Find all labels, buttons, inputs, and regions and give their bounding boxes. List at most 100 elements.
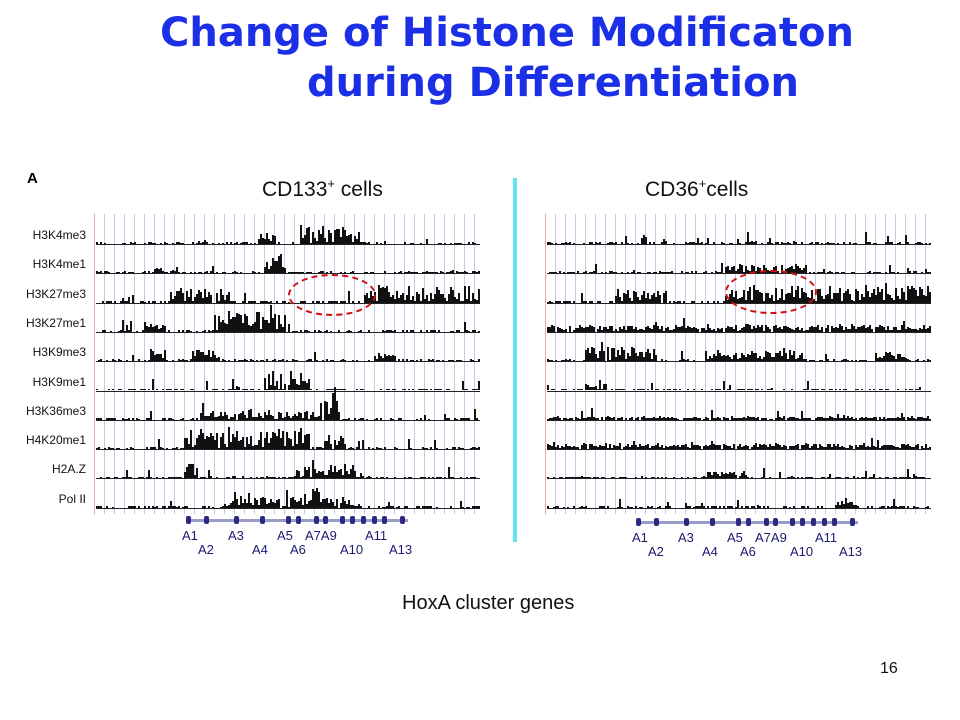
signal-bar — [907, 359, 909, 362]
signal-bar — [206, 416, 208, 420]
signal-bar — [761, 325, 763, 332]
track-baseline — [96, 361, 480, 363]
signal-bar — [304, 494, 306, 508]
signal-bar — [242, 322, 244, 332]
signal-bar — [835, 417, 837, 420]
signal-bar — [254, 242, 256, 244]
signal-bar — [312, 460, 314, 479]
signal-bar — [454, 242, 456, 244]
signal-bar — [172, 506, 174, 508]
signal-bar — [857, 447, 859, 450]
track-baseline — [96, 331, 480, 333]
signal-bar — [605, 417, 607, 420]
signal-bar — [342, 475, 344, 479]
signal-bar — [212, 330, 214, 332]
signal-bar — [861, 389, 863, 391]
signal-bar — [258, 389, 260, 391]
signal-bar — [831, 325, 833, 332]
signal-bar — [474, 447, 476, 450]
signal-bar — [226, 446, 228, 450]
signal-bar — [300, 476, 302, 479]
signal-bar — [378, 506, 380, 508]
signal-bar — [577, 327, 579, 332]
signal-bar — [132, 242, 134, 244]
signal-bar — [599, 506, 601, 508]
signal-bar — [885, 418, 887, 420]
signal-bar — [895, 288, 897, 303]
signal-bar — [162, 477, 164, 479]
signal-bar — [717, 301, 719, 303]
signal-bar — [821, 389, 823, 391]
signal-bar — [130, 320, 132, 332]
signal-bar — [424, 447, 426, 450]
signal-bar — [384, 447, 386, 450]
signal-bar — [737, 445, 739, 450]
grid-line — [875, 214, 876, 514]
signal-bar — [669, 446, 671, 450]
signal-bar — [352, 359, 354, 362]
signal-bar — [925, 506, 927, 508]
signal-bar — [727, 445, 729, 450]
signal-bar — [679, 326, 681, 332]
grid-line — [655, 214, 656, 514]
signal-bar — [869, 447, 871, 450]
signal-bar — [344, 389, 346, 391]
signal-bar — [729, 445, 731, 450]
signal-bar — [280, 374, 282, 391]
signal-bar — [745, 324, 747, 332]
signal-bar — [839, 476, 841, 479]
signal-bar — [388, 388, 390, 391]
signal-bar — [587, 417, 589, 420]
signal-bar — [428, 271, 430, 274]
signal-bar — [899, 477, 901, 479]
signal-bar — [745, 241, 747, 244]
signal-bar — [925, 417, 927, 420]
signal-bar — [448, 272, 450, 274]
signal-bar — [823, 388, 825, 391]
signal-bar — [460, 242, 462, 244]
signal-bar — [715, 505, 717, 508]
signal-bar — [657, 290, 659, 303]
signal-bar — [885, 444, 887, 450]
signal-bar — [911, 416, 913, 420]
signal-bar — [452, 289, 454, 303]
signal-bar — [366, 242, 368, 244]
signal-bar — [254, 417, 256, 420]
signal-bar — [314, 490, 316, 508]
signal-bar — [460, 418, 462, 420]
signal-bar — [174, 447, 176, 450]
signal-bar — [847, 289, 849, 303]
signal-bar — [180, 447, 182, 450]
signal-bar — [202, 297, 204, 303]
signal-bar — [168, 301, 170, 303]
signal-bar — [198, 272, 200, 274]
signal-bar — [729, 472, 731, 479]
signal-bar — [296, 416, 298, 420]
left-panel-title: CD133+ cells — [262, 176, 383, 202]
signal-bar — [629, 506, 631, 508]
signal-bar — [739, 389, 741, 391]
signal-bar — [701, 388, 703, 391]
signal-bar — [701, 476, 703, 479]
signal-bar — [300, 498, 302, 508]
signal-bar — [851, 417, 853, 420]
signal-bar — [849, 293, 851, 303]
signal-bar — [176, 506, 178, 508]
signal-bar — [879, 292, 881, 303]
signal-bar — [330, 232, 332, 244]
signal-bar — [108, 388, 110, 391]
signal-bar — [707, 324, 709, 332]
signal-bar — [104, 271, 106, 274]
signal-bar — [284, 505, 286, 508]
signal-bar — [719, 329, 721, 332]
signal-bar — [170, 417, 172, 420]
signal-bar — [889, 295, 891, 303]
signal-bar — [743, 271, 745, 274]
signal-bar — [693, 359, 695, 362]
signal-bar — [639, 329, 641, 332]
signal-bar — [356, 239, 358, 244]
signal-bar — [795, 418, 797, 420]
signal-bar — [328, 229, 330, 244]
signal-bar — [679, 388, 681, 391]
signal-bar — [166, 271, 168, 274]
